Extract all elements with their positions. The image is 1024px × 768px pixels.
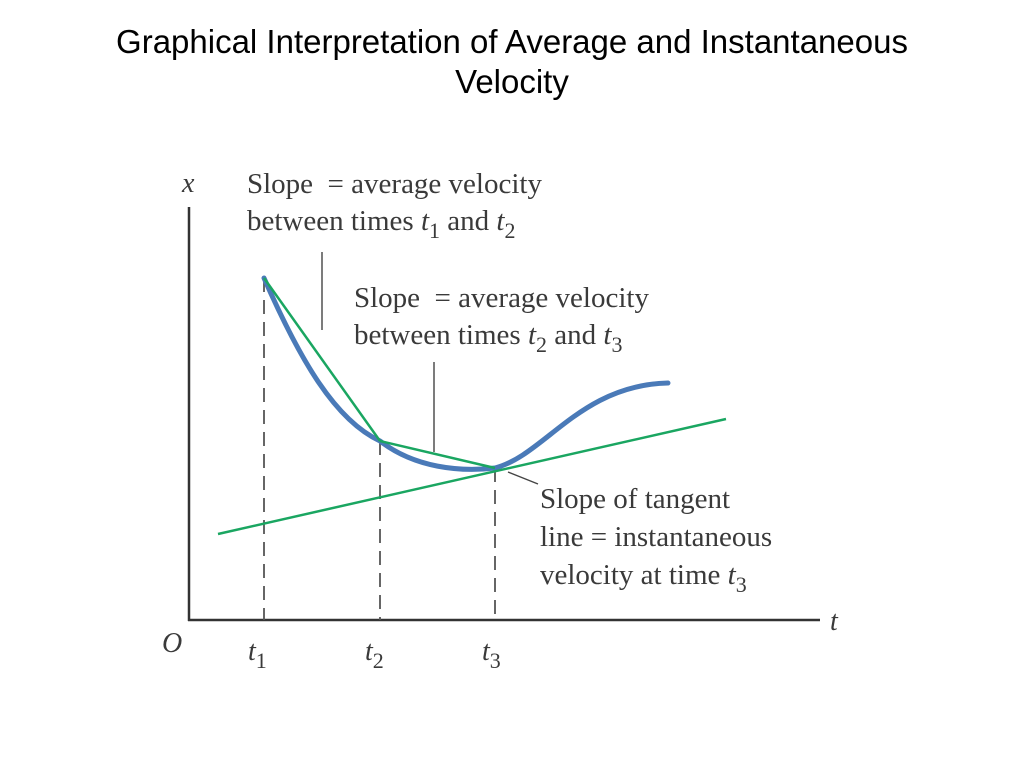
callout-avg12-line1: Slope = average velocity [247, 168, 542, 200]
callout-tangent-line2: line = instantaneous [540, 521, 772, 553]
secant-line-t1-t2 [262, 277, 382, 442]
title-line-2: Velocity [455, 63, 569, 100]
callout-instantaneous-velocity: Slope of tangent line = instantaneous ve… [540, 483, 772, 597]
slide-title: Graphical Interpretation of Average and … [12, 22, 1012, 102]
x-axis-label: t [830, 606, 839, 637]
y-axis-label: x [181, 168, 195, 199]
leader-tangent [507, 471, 539, 485]
title-line-1: Graphical Interpretation of Average and … [116, 23, 908, 60]
callout-avg12-line2: between times t1 and t2 [247, 205, 515, 243]
position-curve [261, 275, 671, 472]
tick-label-t3: t3 [482, 636, 501, 673]
callout-avg23-line2: between times t2 and t3 [354, 319, 622, 357]
callout-average-velocity-t2-t3: Slope = average velocity between times t… [354, 282, 649, 357]
tick-label-t1: t1 [248, 636, 267, 673]
callout-tangent-line1: Slope of tangent [540, 483, 730, 515]
tangent-line-t3 [217, 417, 727, 536]
callout-avg23-line1: Slope = average velocity [354, 282, 649, 314]
callout-average-velocity-t1-t2: Slope = average velocity between times t… [247, 168, 542, 243]
secant-line-t2-t3 [379, 439, 496, 470]
callout-tangent-line3: velocity at time t3 [540, 559, 747, 597]
tick-label-t2: t2 [365, 636, 384, 673]
origin-label: O [162, 628, 182, 659]
